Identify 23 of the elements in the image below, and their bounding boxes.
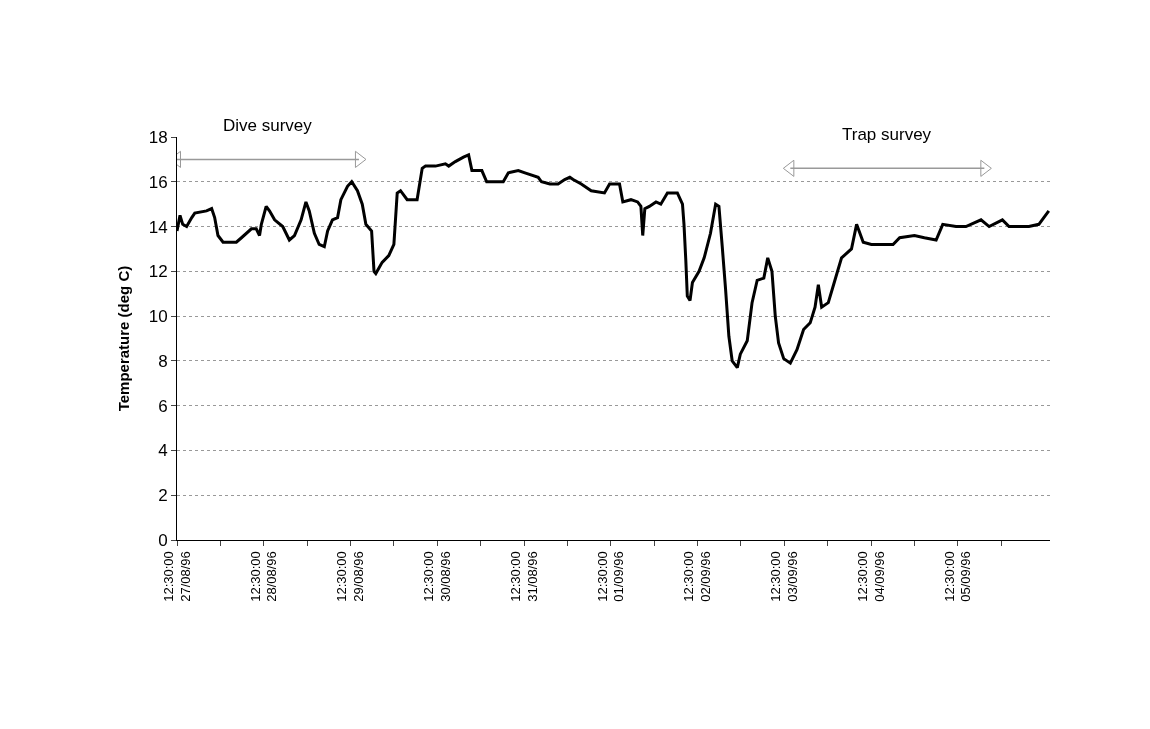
y-tick-label: 2	[158, 486, 168, 506]
y-tick-label: 0	[158, 530, 168, 550]
y-tick-label: 16	[148, 172, 168, 192]
y-tick-label: 8	[158, 351, 168, 371]
x-tick-label: 12:30:00 01/09/96	[594, 551, 627, 602]
x-tick-label: 12:30:00 04/09/96	[854, 551, 887, 602]
x-tick-label: 12:30:00 27/08/96	[160, 551, 193, 602]
series-label: Trap survey	[842, 125, 932, 144]
x-tick-label: 12:30:00 29/08/96	[334, 551, 367, 602]
y-tick-label: 6	[158, 396, 168, 416]
y-tick-label: 18	[148, 127, 168, 147]
y-tick-label: 4	[158, 441, 168, 461]
x-tick-label: 12:30:00 31/08/96	[507, 551, 540, 602]
x-tick-label: 12:30:00 05/09/96	[941, 551, 974, 602]
x-tick-label: 12:30:00 30/08/96	[421, 551, 453, 602]
x-tick-label: 12:30:00 02/09/96	[681, 551, 714, 602]
x-tick-label: 12:30:00 28/08/96	[247, 551, 280, 602]
y-axis-title: Temperature (deg C)	[114, 265, 132, 412]
x-tick-label: 12:30:00 03/09/96	[768, 551, 800, 602]
y-tick-label: 14	[148, 217, 168, 237]
y-tick-label: 10	[148, 307, 168, 327]
series-label: Dive survey	[223, 116, 313, 135]
y-tick-label: 12	[148, 262, 168, 282]
